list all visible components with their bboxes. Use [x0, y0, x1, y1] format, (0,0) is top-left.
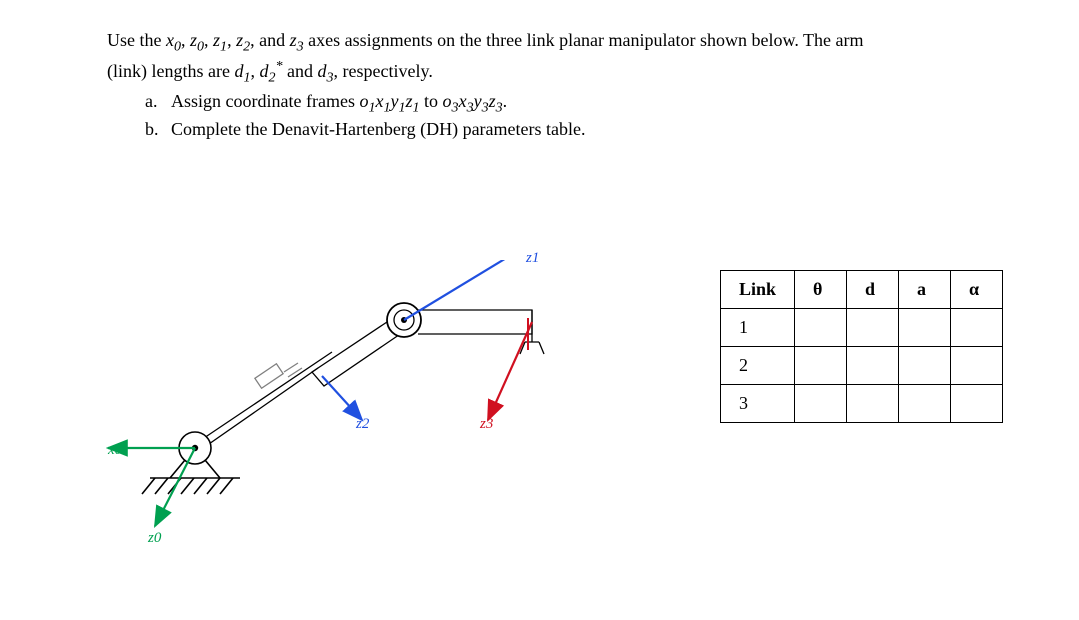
label-z1: z1: [526, 250, 539, 267]
label-x0: x0: [108, 442, 122, 459]
sub-items: a. Assign coordinate frames o1x1y1z1 to …: [145, 91, 1055, 140]
marker-b: b.: [145, 119, 171, 140]
header-d: d: [847, 271, 899, 309]
link-1-body: [186, 312, 412, 460]
cell-link-3: 3: [721, 385, 795, 423]
text: (link) lengths are: [107, 61, 234, 81]
item-b-text: Complete the Denavit-Hartenberg (DH) par…: [171, 119, 586, 140]
problem-statement: Use the x0, z0, z1, z2, and z3 axes assi…: [107, 28, 1055, 142]
axis-z3: [488, 322, 532, 420]
dh-parameters-table: Link θ d a α 1 2 3: [720, 270, 1003, 423]
cell-link-2: 2: [721, 347, 795, 385]
sep: , and: [250, 30, 290, 50]
var-z3: z3: [290, 30, 304, 50]
axis-z1: [404, 260, 536, 320]
var-x0: x0: [166, 30, 181, 50]
label-z2: z2: [356, 416, 369, 433]
var-z2: z2: [236, 30, 250, 50]
paragraph-1: Use the x0, z0, z1, z2, and z3 axes assi…: [107, 28, 1055, 57]
marker-a: a.: [145, 91, 171, 117]
label-z0: z0: [148, 530, 161, 547]
link-2-body: [418, 310, 532, 334]
var-z1: z1: [213, 30, 227, 50]
paragraph-2: (link) lengths are d1, d2* and d3, respe…: [107, 57, 1055, 88]
cell-link-1: 1: [721, 309, 795, 347]
text: axes assignments on the three link plana…: [304, 30, 864, 50]
header-a: a: [899, 271, 951, 309]
label-z3: z3: [480, 416, 493, 433]
axis-z2: [322, 376, 362, 420]
table-row: 2: [721, 347, 1003, 385]
var-d3: d3: [318, 61, 334, 81]
item-b: b. Complete the Denavit-Hartenberg (DH) …: [145, 119, 1055, 140]
text: , respectively.: [334, 61, 433, 81]
table-row: 3: [721, 385, 1003, 423]
sep: ,: [204, 30, 213, 50]
item-a-text: Assign coordinate frames o1x1y1z1 to o3x…: [171, 91, 507, 117]
item-a: a. Assign coordinate frames o1x1y1z1 to …: [145, 91, 1055, 117]
var-d1: d1: [234, 61, 250, 81]
link-3-end: [520, 310, 544, 354]
sep: ,: [227, 30, 236, 50]
sep: and: [283, 61, 318, 81]
ground-base: [142, 478, 240, 494]
header-theta: θ: [795, 271, 847, 309]
var-z0: z0: [190, 30, 204, 50]
header-link: Link: [721, 271, 795, 309]
header-alpha: α: [951, 271, 1003, 309]
text: Use the: [107, 30, 166, 50]
var-d2: d2*: [259, 61, 282, 81]
sep: ,: [181, 30, 190, 50]
table-header-row: Link θ d a α: [721, 271, 1003, 309]
table-row: 1: [721, 309, 1003, 347]
